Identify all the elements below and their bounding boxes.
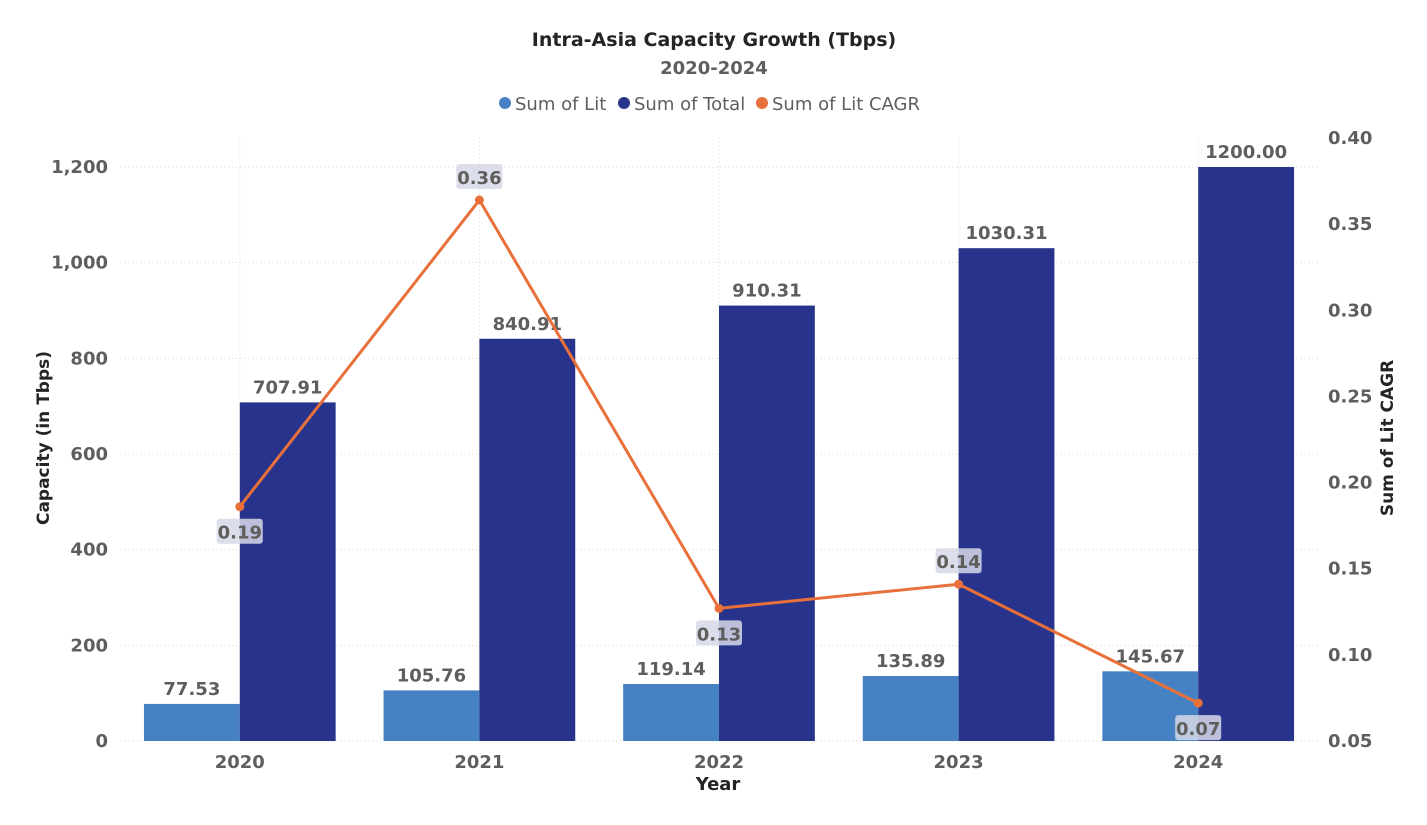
cagr-point-2020	[235, 502, 245, 512]
y-tick-label: 600	[70, 444, 108, 465]
cagr-label-2021: 0.36	[457, 168, 501, 189]
legend-marker-1	[499, 97, 511, 109]
total-bar-2022	[719, 305, 815, 741]
legend-label-1: Sum of Lit	[515, 94, 606, 115]
legend-label-3: Sum of Lit CAGR	[772, 94, 920, 115]
lit-bar-2020	[143, 703, 240, 741]
total-bar-2021	[479, 338, 576, 741]
lit-bar-2021	[383, 690, 480, 741]
cagr-point-2022	[714, 603, 724, 613]
x-tick-label: 2020	[215, 752, 265, 773]
cagr-label-bg-2022	[696, 620, 742, 646]
legend: Sum of Lit Sum of Total Sum of Lit CAGR	[499, 94, 920, 115]
total-bar-2024	[1198, 167, 1295, 741]
bar-data-labels: 77.53 707.91 105.76 840.91 119.14 910.31 135.8…	[163, 142, 1287, 700]
cagr-point-2021	[474, 195, 484, 205]
total-bar-label-2022: 910.31	[732, 281, 801, 302]
legend-label-2: Sum of Total	[634, 94, 745, 115]
y2-tick-label: 0.10	[1328, 645, 1372, 666]
y-tick-label: 0	[95, 731, 108, 752]
bars	[143, 167, 1295, 741]
total-bar-label-2020: 707.91	[253, 377, 322, 398]
cagr-label-2022: 0.13	[697, 624, 741, 645]
total-bar-label-2024: 1200.00	[1205, 142, 1287, 163]
lit-bar-2023	[862, 675, 959, 741]
y-tick-label: 400	[70, 540, 108, 561]
chart-title: Intra-Asia Capacity Growth (Tbps)	[532, 29, 896, 51]
x-tick-label: 2022	[694, 752, 744, 773]
cagr-point-2023	[954, 579, 964, 589]
x-axis-title: Year	[695, 774, 741, 795]
lit-bar-label-2024: 145.67	[1116, 646, 1185, 667]
legend-marker-3	[756, 97, 768, 109]
y2-tick-label: 0.40	[1328, 128, 1372, 149]
cagr-label-bg-2023	[935, 548, 982, 574]
y-axis-title: Capacity (in Tbps)	[34, 351, 54, 525]
lit-bar-label-2023: 135.89	[876, 651, 945, 672]
x-tick-label: 2021	[454, 752, 504, 773]
x-tick-label: 2023	[934, 752, 984, 773]
lit-bar-label-2022: 119.14	[636, 659, 705, 680]
total-bar-label-2021: 840.91	[493, 314, 562, 335]
chart-subtitle: 2020-2024	[660, 58, 768, 79]
lit-bar-label-2021: 105.76	[397, 665, 466, 686]
lit-bar-2022	[623, 684, 719, 741]
y-tick-label: 1,000	[51, 253, 108, 274]
cagr-label-2023: 0.14	[936, 552, 980, 573]
y2-axis-title: Sum of Lit CAGR	[1378, 360, 1398, 516]
right-axis-ticks: 0.05 0.10 0.15 0.20 0.25 0.30 0.35 0.40	[1328, 128, 1372, 752]
legend-marker-2	[618, 97, 630, 109]
y2-tick-label: 0.20	[1328, 473, 1372, 494]
y-tick-label: 200	[70, 635, 108, 656]
cagr-label-bg-2021	[456, 164, 503, 190]
total-bar-2020	[239, 402, 336, 741]
total-bar-label-2023: 1030.31	[966, 223, 1048, 244]
cagr-label-bg-2020	[216, 518, 263, 544]
cagr-data-labels: 0.19 0.36 0.13 0.14 0.07	[216, 164, 1222, 741]
cagr-line	[235, 195, 1203, 708]
y-tick-label: 1,200	[51, 157, 108, 178]
x-axis-ticks: 2020 2021 2022 2023 2024	[215, 752, 1224, 773]
cagr-label-2024: 0.07	[1176, 719, 1220, 740]
cagr-point-2024	[1193, 698, 1203, 708]
left-axis-ticks: 0 200 400 600 800 1,000 1,200	[51, 157, 108, 752]
y2-tick-label: 0.30	[1328, 300, 1372, 321]
y2-tick-label: 0.15	[1328, 559, 1372, 580]
lit-bar-label-2020: 77.53	[163, 679, 220, 700]
y2-tick-label: 0.05	[1328, 731, 1372, 752]
total-bar-2023	[958, 248, 1055, 741]
cagr-label-2020: 0.19	[218, 523, 262, 544]
cagr-label-bg-2024	[1175, 715, 1222, 741]
y-tick-label: 800	[70, 348, 108, 369]
x-tick-label: 2024	[1173, 752, 1223, 773]
y2-tick-label: 0.35	[1328, 214, 1372, 235]
y2-tick-label: 0.25	[1328, 386, 1372, 407]
